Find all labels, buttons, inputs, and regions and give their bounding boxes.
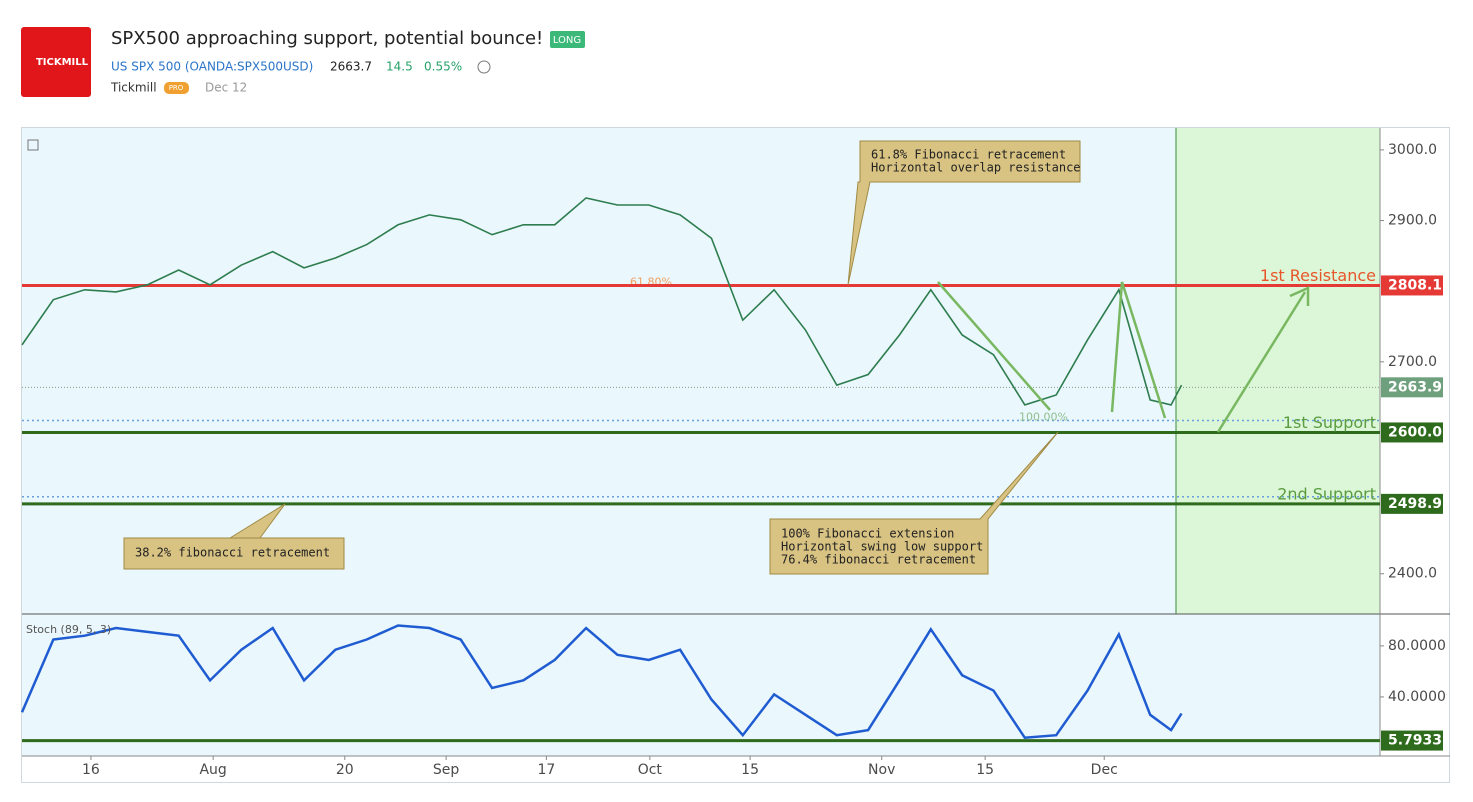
price-label-box xyxy=(1381,275,1443,296)
series-line xyxy=(21,197,1183,406)
x-tick-label: Sep xyxy=(433,762,460,778)
x-tick-label: 16 xyxy=(82,762,100,778)
pro-text: PRO xyxy=(169,84,184,92)
x-tick-label: 17 xyxy=(537,762,555,778)
callout-box xyxy=(847,140,1081,286)
annotation: 38.2% fibonacci retracement xyxy=(135,546,330,560)
price-label: 5.7933 xyxy=(1388,733,1442,749)
price-label: 2808.1 xyxy=(1388,277,1442,293)
price: 2663.7 xyxy=(330,60,372,74)
pro-badge xyxy=(164,82,189,94)
price-label: 2663.9 xyxy=(1388,379,1442,395)
logo xyxy=(21,27,91,97)
y-tick-label: 2400.0 xyxy=(1388,566,1437,582)
badge-text: LONG xyxy=(553,35,581,46)
price-label: 2498.9 xyxy=(1388,496,1442,512)
annotation: Horizontal overlap resistance xyxy=(871,161,1081,175)
stoch-title: Stoch (89, 5, 3) xyxy=(26,623,111,636)
date: Dec 12 xyxy=(205,81,247,95)
x-tick-label: Aug xyxy=(199,762,226,778)
level-name: 1st Resistance xyxy=(1260,266,1376,285)
title: SPX500 approaching support, potential bo… xyxy=(111,28,543,49)
badge xyxy=(550,31,585,48)
callout-box xyxy=(123,503,345,570)
price-label-box xyxy=(1381,730,1443,751)
level-name: 1st Support xyxy=(1283,413,1376,432)
x-tick-label: Dec xyxy=(1091,762,1118,778)
logo-text: TICKMILL xyxy=(36,57,89,68)
annotation: Horizontal swing low support xyxy=(781,540,983,554)
annotation: 61.8% Fibonacci retracement xyxy=(871,148,1066,162)
pattern-lines xyxy=(937,281,1167,419)
callouts xyxy=(123,140,1081,575)
alarm-icon[interactable] xyxy=(477,60,491,74)
fib-label: 100.00% xyxy=(1019,410,1068,423)
annotation: 100% Fibonacci extension xyxy=(781,527,954,541)
price-label-box xyxy=(1381,493,1443,514)
collapse-btn[interactable] xyxy=(27,139,39,151)
price-label-box xyxy=(1381,422,1443,443)
y-tick-label: 2700.0 xyxy=(1388,354,1437,370)
y-tick-label: 40.0000 xyxy=(1388,689,1446,705)
x-tick-label: 15 xyxy=(976,762,994,778)
x-tick-label: Oct xyxy=(638,762,663,778)
change: 14.5 xyxy=(386,60,413,74)
annotation: 76.4% fibonacci retracement xyxy=(781,553,976,567)
y-tick-label: 80.0000 xyxy=(1388,638,1446,654)
x-tick-label: 20 xyxy=(336,762,354,778)
bounce-arrow xyxy=(1216,286,1310,433)
callout-box xyxy=(769,431,1059,575)
change-pct: 0.55% xyxy=(424,60,462,74)
future-zone xyxy=(1176,128,1380,614)
symbol[interactable]: US SPX 500 (OANDA:SPX500USD) xyxy=(111,60,313,74)
drawings xyxy=(937,281,1310,433)
price-label: 2600.0 xyxy=(1388,424,1442,440)
y-tick-label: 3000.0 xyxy=(1388,142,1437,158)
price-label-box xyxy=(1381,377,1443,398)
y-tick-label: 2900.0 xyxy=(1388,213,1437,229)
author[interactable]: Tickmill xyxy=(110,81,157,95)
x-tick-label: 15 xyxy=(741,762,759,778)
x-tick-label: Nov xyxy=(868,762,895,778)
level-name: 2nd Support xyxy=(1277,484,1376,503)
series-line xyxy=(20,624,1183,740)
